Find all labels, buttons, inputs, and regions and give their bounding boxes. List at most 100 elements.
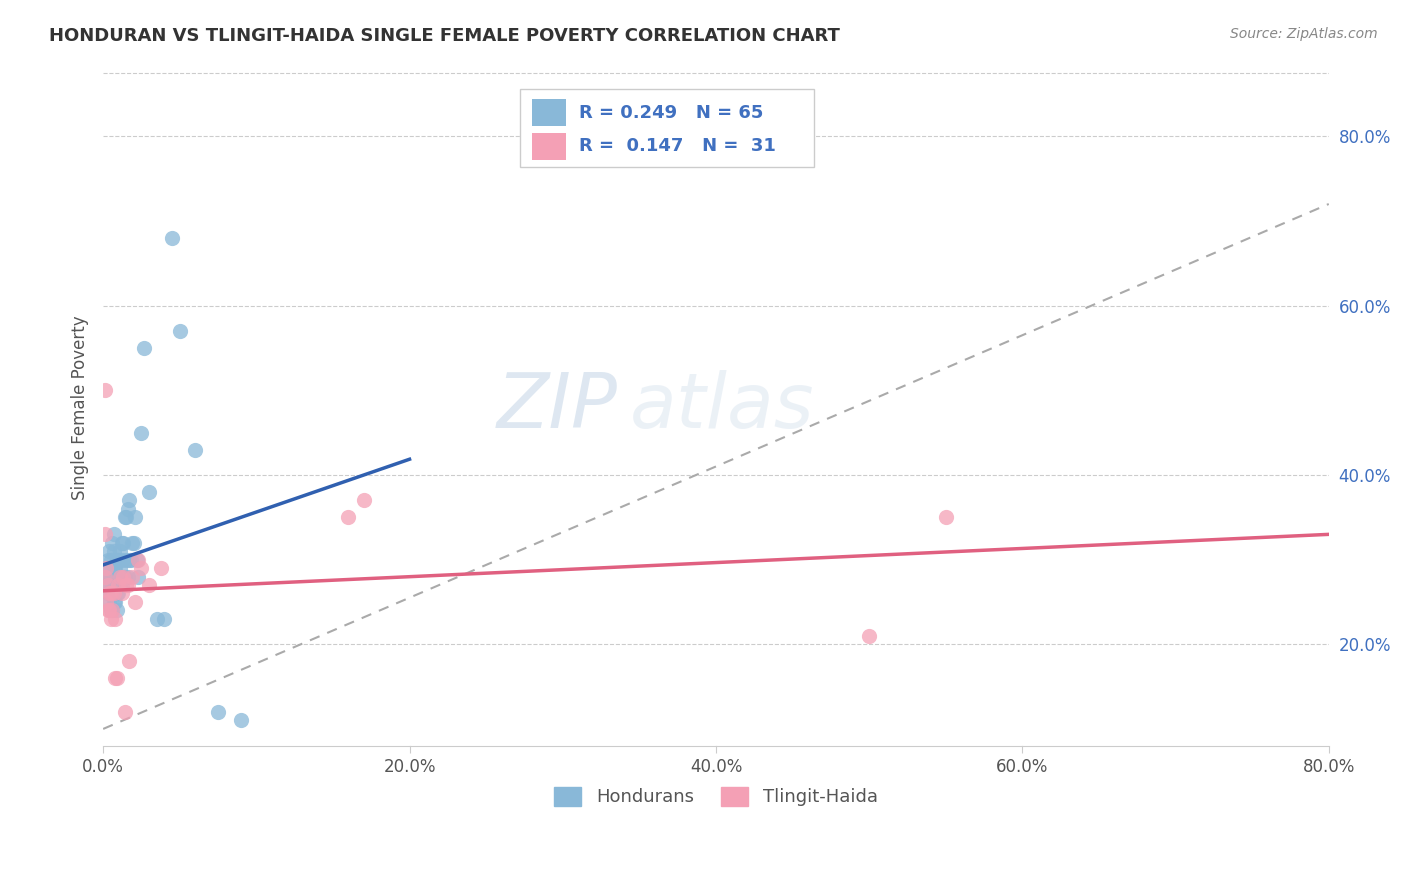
Text: Source: ZipAtlas.com: Source: ZipAtlas.com — [1230, 27, 1378, 41]
Point — [125, 552, 148, 566]
Point — [101, 603, 124, 617]
Point — [107, 586, 129, 600]
Text: R =  0.147   N =  31: R = 0.147 N = 31 — [579, 137, 776, 155]
Point — [131, 425, 153, 440]
Point — [935, 510, 957, 524]
Point — [121, 569, 143, 583]
Point — [93, 569, 115, 583]
Point — [124, 595, 146, 609]
Point — [114, 705, 136, 719]
Point — [104, 561, 127, 575]
Point — [105, 569, 128, 583]
Point — [108, 544, 131, 558]
Point — [134, 341, 156, 355]
Text: ZIP: ZIP — [498, 370, 617, 444]
Point — [97, 552, 120, 566]
Point — [118, 654, 141, 668]
Point — [93, 527, 115, 541]
Text: HONDURAN VS TLINGIT-HAIDA SINGLE FEMALE POVERTY CORRELATION CHART: HONDURAN VS TLINGIT-HAIDA SINGLE FEMALE … — [49, 27, 841, 45]
Point — [131, 561, 153, 575]
Point — [115, 552, 138, 566]
Point — [107, 552, 129, 566]
Point — [103, 578, 125, 592]
Point — [103, 561, 125, 575]
Point — [121, 535, 143, 549]
Point — [104, 595, 127, 609]
Point — [97, 586, 120, 600]
Point — [150, 561, 173, 575]
Point — [114, 510, 136, 524]
Point — [110, 552, 132, 566]
Point — [115, 510, 138, 524]
Point — [120, 552, 142, 566]
Point — [145, 612, 167, 626]
Point — [103, 586, 125, 600]
Point — [101, 603, 124, 617]
Point — [98, 578, 121, 592]
Point — [118, 493, 141, 508]
Point — [101, 535, 124, 549]
Point — [104, 612, 127, 626]
Point — [858, 629, 880, 643]
Point — [115, 578, 138, 592]
Point — [118, 552, 141, 566]
Point — [169, 324, 191, 338]
Y-axis label: Single Female Poverty: Single Female Poverty — [72, 315, 89, 500]
Point — [112, 569, 135, 583]
Point — [110, 578, 132, 592]
Point — [101, 569, 124, 583]
Point — [112, 535, 135, 549]
Point — [100, 586, 122, 600]
Point — [104, 671, 127, 685]
Point — [105, 603, 128, 617]
Point — [153, 612, 176, 626]
Point — [103, 544, 125, 558]
Point — [103, 527, 125, 541]
Point — [117, 501, 139, 516]
Point — [107, 578, 129, 592]
Point — [103, 595, 125, 609]
Point — [110, 535, 132, 549]
Point — [100, 586, 122, 600]
Text: R = 0.249   N = 65: R = 0.249 N = 65 — [579, 103, 763, 121]
Point — [107, 569, 129, 583]
Point — [127, 552, 149, 566]
Point — [124, 510, 146, 524]
FancyBboxPatch shape — [531, 99, 567, 126]
Point — [105, 671, 128, 685]
Text: atlas: atlas — [630, 370, 814, 444]
Point — [337, 510, 360, 524]
Point — [117, 578, 139, 592]
Point — [108, 569, 131, 583]
Point — [138, 484, 160, 499]
Point — [98, 595, 121, 609]
Point — [138, 578, 160, 592]
Point — [100, 569, 122, 583]
Point — [100, 603, 122, 617]
Point — [207, 705, 229, 719]
Point — [97, 569, 120, 583]
Point — [100, 552, 122, 566]
Point — [110, 586, 132, 600]
Point — [98, 544, 121, 558]
Point — [96, 561, 118, 575]
Point — [97, 578, 120, 592]
Point — [160, 231, 183, 245]
Point — [96, 569, 118, 583]
Point — [97, 603, 120, 617]
Point — [96, 561, 118, 575]
Point — [100, 612, 122, 626]
Point — [98, 586, 121, 600]
FancyBboxPatch shape — [520, 89, 814, 167]
FancyBboxPatch shape — [531, 133, 567, 160]
Point — [353, 493, 375, 508]
Point — [93, 384, 115, 398]
Point — [93, 578, 115, 592]
Point — [229, 714, 252, 728]
Point — [98, 561, 121, 575]
Legend: Hondurans, Tlingit-Haida: Hondurans, Tlingit-Haida — [547, 780, 884, 814]
Point — [114, 569, 136, 583]
Point — [108, 578, 131, 592]
Point — [184, 442, 207, 457]
Point — [112, 569, 135, 583]
